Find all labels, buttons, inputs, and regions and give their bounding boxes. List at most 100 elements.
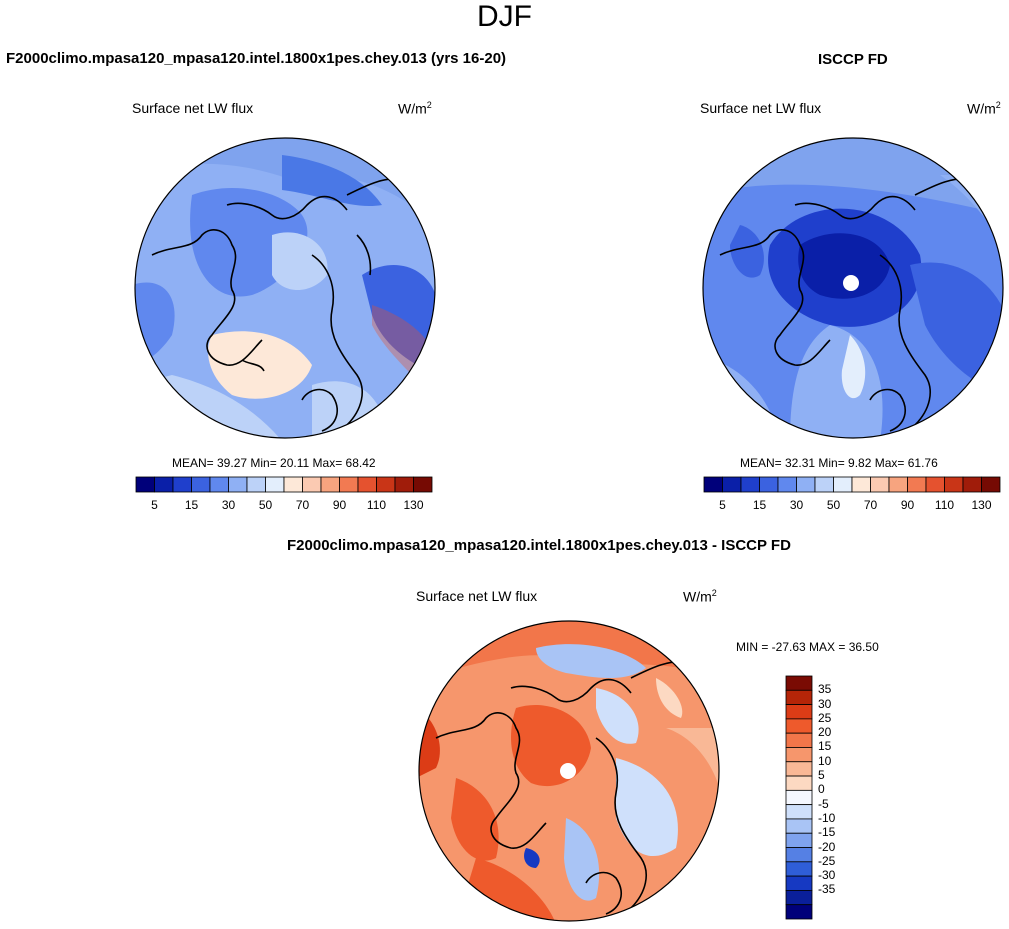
- colorbar-tick-label: 25: [818, 710, 832, 725]
- colorbar-swatch: [785, 818, 813, 834]
- colorbar-tick-label: 110: [366, 498, 387, 512]
- colorbar-tick-label: -10: [818, 810, 836, 825]
- colorbar-tick-label: 90: [900, 498, 915, 512]
- colorbar-tick-label: 30: [789, 498, 804, 512]
- colorbar-swatch: [339, 476, 359, 493]
- colorbar-tick-label: 5: [719, 498, 726, 512]
- colorbar-swatch: [785, 747, 813, 763]
- colorbar-swatch: [785, 718, 813, 734]
- colorbar-swatch: [785, 675, 813, 691]
- colorbar-tick-label: 130: [971, 498, 992, 512]
- colorbar-swatch: [703, 476, 723, 493]
- colorbar-tick-label: -20: [818, 839, 836, 854]
- colorbar-swatch: [302, 476, 322, 493]
- diff-variable-label: Surface net LW flux: [416, 588, 538, 604]
- colorbar-swatch: [740, 476, 760, 493]
- colorbar-tick-label: -15: [818, 825, 836, 840]
- colorbar-swatch: [394, 476, 414, 493]
- colorbar-tick-label: -5: [818, 796, 829, 811]
- diff-colorbar: [785, 675, 813, 920]
- colorbar-tick-label: 90: [332, 498, 347, 512]
- diff-panel-title: F2000climo.mpasa120_mpasa120.intel.1800x…: [287, 537, 791, 554]
- colorbar-swatch: [870, 476, 890, 493]
- model-stats: MEAN= 39.27 Min= 20.11 Max= 68.42: [172, 456, 376, 470]
- colorbar-tick-label: 50: [826, 498, 841, 512]
- colorbar-swatch: [814, 476, 834, 493]
- obs-stats: MEAN= 32.31 Min= 9.82 Max= 61.76: [740, 456, 938, 470]
- obs-polar-map: [702, 137, 1004, 439]
- colorbar-swatch: [785, 689, 813, 705]
- diff-polar-map: [418, 620, 720, 922]
- colorbar-swatch: [283, 476, 303, 493]
- colorbar-swatch: [413, 476, 433, 493]
- colorbar-tick-label: -30: [818, 868, 836, 883]
- colorbar-tick-label: 15: [184, 498, 199, 512]
- colorbar-swatch: [785, 732, 813, 748]
- colorbar-swatch: [172, 476, 192, 493]
- colorbar-tick-label: 5: [151, 498, 158, 512]
- colorbar-swatch: [785, 875, 813, 891]
- colorbar-swatch: [785, 890, 813, 906]
- colorbar-tick-label: 15: [752, 498, 767, 512]
- colorbar-tick-label: 70: [295, 498, 310, 512]
- colorbar-swatch: [759, 476, 779, 493]
- colorbar-swatch: [785, 832, 813, 848]
- model-variable-label: Surface net LW flux: [132, 100, 254, 116]
- colorbar-swatch: [357, 476, 377, 493]
- obs-units-label: W/m2: [967, 100, 1001, 117]
- model-polar-map: [134, 137, 436, 439]
- obs-missing-pole: [843, 275, 859, 291]
- diff-stats: MIN = -27.63 MAX = 36.50: [736, 640, 879, 654]
- colorbar-swatch: [154, 476, 174, 493]
- colorbar-tick-label: 0: [818, 782, 825, 797]
- colorbar-tick-label: 130: [403, 498, 424, 512]
- colorbar-swatch: [785, 789, 813, 806]
- diff-missing-pole: [560, 763, 576, 779]
- colorbar-swatch: [228, 476, 248, 493]
- model-units-label: W/m2: [398, 100, 432, 117]
- colorbar-swatch: [209, 476, 229, 493]
- obs-variable-label: Surface net LW flux: [700, 100, 822, 116]
- colorbar-swatch: [265, 476, 285, 493]
- colorbar-swatch: [785, 904, 813, 920]
- season-title: DJF: [477, 0, 532, 33]
- colorbar-swatch: [962, 476, 982, 493]
- colorbar-tick-label: -25: [818, 853, 836, 868]
- colorbar-swatch: [888, 476, 908, 493]
- colorbar-tick-label: 5: [818, 768, 825, 783]
- colorbar-swatch: [722, 476, 742, 493]
- colorbar-tick-label: 30: [221, 498, 236, 512]
- colorbar-tick-label: 50: [258, 498, 273, 512]
- colorbar-swatch: [191, 476, 211, 493]
- colorbar-swatch: [785, 704, 813, 720]
- colorbar-tick-label: 35: [818, 682, 832, 697]
- colorbar-swatch: [796, 476, 816, 493]
- colorbar-swatch: [777, 476, 797, 493]
- model-colorbar: [135, 476, 433, 493]
- colorbar-swatch: [785, 761, 813, 777]
- colorbar-swatch: [246, 476, 266, 493]
- colorbar-tick-label: 20: [818, 725, 832, 740]
- colorbar-swatch: [376, 476, 396, 493]
- obs-panel-title: ISCCP FD: [818, 51, 888, 68]
- colorbar-swatch: [320, 476, 340, 493]
- colorbar-tick-label: 10: [818, 753, 832, 768]
- colorbar-tick-label: 110: [934, 498, 955, 512]
- colorbar-swatch: [785, 847, 813, 863]
- model-panel-title: F2000climo.mpasa120_mpasa120.intel.1800x…: [6, 50, 507, 67]
- colorbar-swatch: [135, 476, 155, 493]
- colorbar-swatch: [925, 476, 945, 493]
- colorbar-tick-label: 70: [863, 498, 878, 512]
- colorbar-swatch: [833, 476, 853, 493]
- obs-colorbar: [703, 476, 1001, 493]
- diff-units-label: W/m2: [683, 588, 717, 605]
- colorbar-tick-label: -35: [818, 882, 836, 897]
- colorbar-tick-label: 30: [818, 696, 832, 711]
- colorbar-swatch: [851, 476, 871, 493]
- colorbar-swatch: [981, 476, 1001, 493]
- colorbar-swatch: [785, 861, 813, 877]
- colorbar-swatch: [907, 476, 927, 493]
- colorbar-tick-label: 15: [818, 739, 832, 754]
- colorbar-swatch: [944, 476, 964, 493]
- colorbar-swatch: [785, 804, 813, 820]
